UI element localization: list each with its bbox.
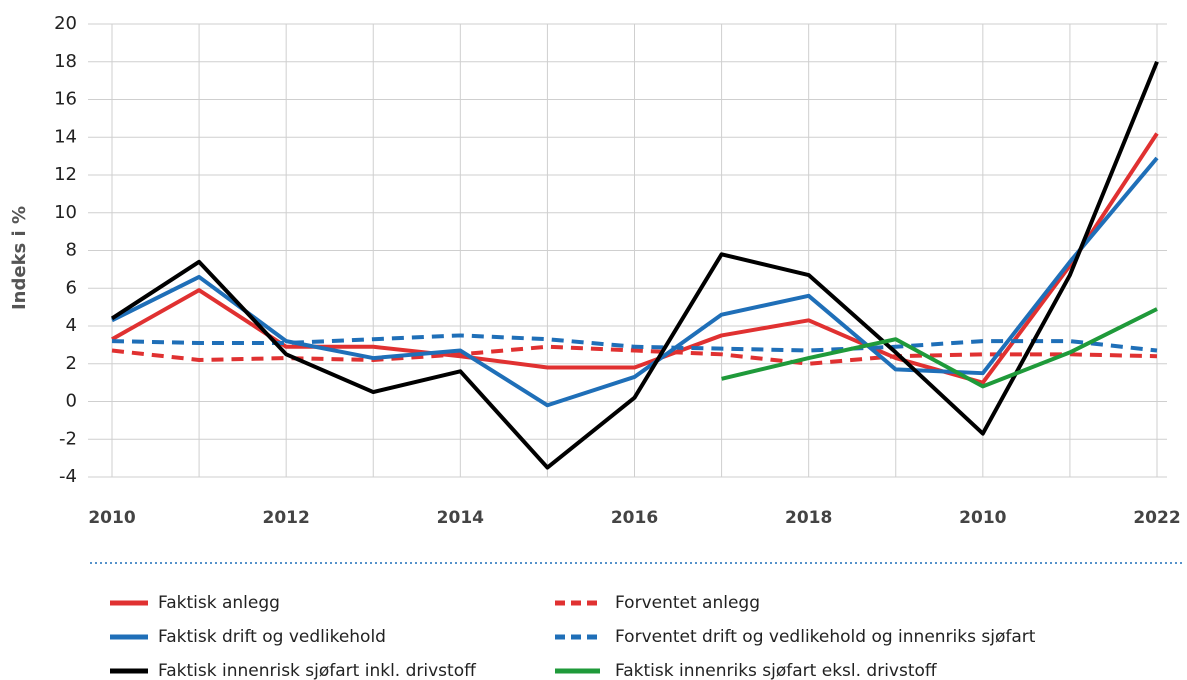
y-tick-label: 12 <box>54 164 77 185</box>
line-series <box>111 344 1158 366</box>
y-tick-label: 20 <box>54 13 77 34</box>
y-tick-label: 18 <box>54 51 77 72</box>
y-tick-label: 2 <box>66 353 77 374</box>
legend-label: Faktisk drift og vedlikehold <box>158 627 386 647</box>
x-tick-label: 2016 <box>611 508 658 528</box>
x-tick-label: 2010 <box>959 508 1006 528</box>
y-tick-label: 10 <box>54 202 77 223</box>
y-axis-label: Indeks i % <box>9 206 30 310</box>
y-tick-label: 14 <box>54 126 77 147</box>
y-tick-label: 6 <box>66 277 77 298</box>
legend-label: Faktisk innenrisk sjøfart inkl. drivstof… <box>158 661 477 680</box>
y-tick-label: -2 <box>59 428 77 449</box>
x-tick-label: 2022 <box>1133 508 1180 528</box>
legend-label: Faktisk innenriks sjøfart eksl. drivstof… <box>615 661 938 680</box>
x-tick-label: 2014 <box>437 508 484 528</box>
line-series <box>721 307 1158 389</box>
line-series <box>111 333 1158 353</box>
legend-label: Forventet drift og vedlikehold og innenr… <box>615 627 1036 647</box>
legend-label: Forventet anlegg <box>615 593 760 613</box>
y-tick-label: -4 <box>59 466 77 487</box>
line-series <box>110 60 1159 470</box>
legend-label: Faktisk anlegg <box>158 593 280 613</box>
y-tick-label: 8 <box>66 240 77 261</box>
y-tick-label: 4 <box>66 315 77 336</box>
x-tick-label: 2012 <box>263 508 310 528</box>
y-tick-label: 0 <box>66 391 77 412</box>
y-tick-label: 16 <box>54 89 77 110</box>
line-series <box>111 156 1159 408</box>
x-tick-label: 2010 <box>88 508 135 528</box>
line-series <box>111 132 1159 385</box>
x-tick-label: 2018 <box>785 508 832 528</box>
